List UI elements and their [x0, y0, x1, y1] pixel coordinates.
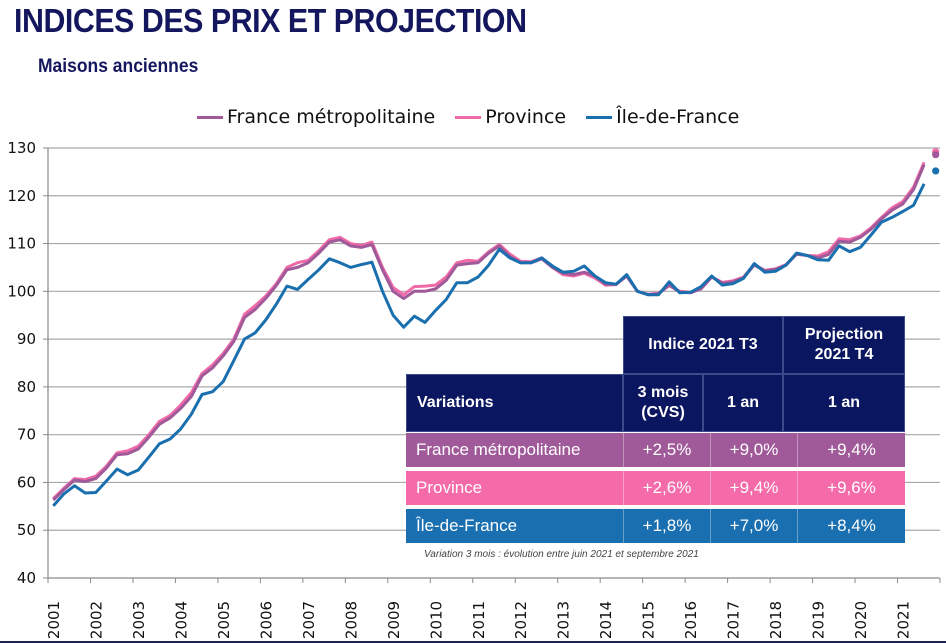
y-tick-label: 90 [17, 330, 36, 348]
x-tick-label: 2019 [810, 601, 828, 639]
y-tick-label: 50 [17, 521, 36, 539]
legend-swatch-province [455, 115, 482, 119]
cell-projection: +9,4% [797, 433, 905, 467]
row-label: Province [406, 471, 623, 505]
y-tick-label: 110 [7, 235, 36, 253]
projection-point [932, 167, 940, 175]
cell-3-mois: +2,5% [623, 433, 710, 467]
legend-swatch-france-metropolitaine [197, 115, 223, 119]
header-variations: Variations [406, 374, 623, 432]
y-tick-label: 60 [17, 473, 36, 491]
bottom-divider [0, 641, 946, 643]
series-lines [52, 161, 926, 507]
x-tick-label: 2020 [852, 601, 870, 639]
x-tick-label: 2011 [470, 601, 488, 639]
x-tick-label: 2021 [895, 601, 913, 639]
y-tick-label: 40 [17, 569, 36, 587]
legend-label: France métropolitaine [227, 106, 436, 128]
y-tick-label: 80 [17, 378, 36, 396]
x-tick-label: 2007 [300, 601, 318, 639]
header-3-mois: 3 mois (CVS) [623, 374, 703, 432]
x-tick-label: 2018 [767, 601, 785, 639]
header-projection-1-an: 1 an [783, 374, 905, 432]
x-tick-label: 2009 [385, 601, 403, 639]
projection-point [932, 151, 940, 159]
cell-1-an: +9,0% [710, 433, 797, 467]
y-axis: 40 50 60 70 80 90 100 110 120 130 [7, 139, 49, 587]
x-tick-label: 2014 [597, 601, 615, 639]
cell-1-an: +9,4% [710, 471, 797, 505]
legend-label: Île-de-France [616, 106, 740, 128]
header-projection-2021-t4: Projection 2021 T4 [783, 316, 905, 374]
row-label: France métropolitaine [406, 433, 623, 467]
x-tick-label: 2016 [682, 601, 700, 639]
legend-swatch-ile-de-france [586, 115, 613, 119]
legend-item-france-metropolitaine: France métropolitaine [197, 106, 435, 128]
cell-1-an: +7,0% [710, 509, 797, 543]
cell-projection: +9,6% [797, 471, 905, 505]
header-projection-line1: Projection [804, 326, 884, 343]
cell-3-mois: +1,8% [623, 509, 710, 543]
legend-item-ile-de-france: Île-de-France [586, 106, 739, 128]
x-tick-label: 2008 [342, 601, 360, 639]
x-tick-label: 2006 [257, 601, 275, 639]
y-tick-label: 100 [7, 282, 36, 300]
page-subtitle: Maisons anciennes [38, 56, 199, 77]
x-tick-label: 2012 [512, 601, 530, 639]
projection-points [932, 148, 940, 175]
x-tick-label: 2005 [215, 601, 233, 639]
header-3-mois-line1: 3 mois [637, 384, 689, 401]
page-title: INDICES DES PRIX ET PROJECTION [14, 2, 527, 39]
x-tick-label: 2004 [172, 601, 190, 639]
row-label: Île-de-France [406, 509, 623, 543]
header-1-an: 1 an [703, 374, 783, 432]
header-indice-2021-t3: Indice 2021 T3 [623, 316, 783, 374]
header-projection-line2: 2021 T4 [814, 346, 874, 363]
y-tick-label: 70 [17, 426, 36, 444]
x-tick-label: 2003 [130, 601, 148, 639]
cell-3-mois: +2,6% [623, 471, 710, 505]
cell-projection: +8,4% [797, 509, 905, 543]
legend-label: Province [485, 106, 567, 128]
x-tick-label: 2013 [555, 601, 573, 639]
chart-legend: France métropolitaine Province Île-de-Fr… [197, 106, 759, 128]
legend-item-province: Province [455, 106, 566, 128]
table-footnote: Variation 3 mois : évolution entre juin … [424, 549, 699, 560]
x-tick-label: 2001 [45, 601, 63, 639]
x-tick-label: 2015 [640, 601, 658, 639]
x-tick-label: 2002 [87, 601, 105, 639]
y-tick-label: 130 [7, 139, 36, 157]
x-axis: 2001 2002 2003 2004 2005 2006 2007 2008 2009 2010… [45, 577, 941, 639]
x-tick-label: 2010 [427, 601, 445, 639]
x-tick-label: 2017 [725, 601, 743, 639]
series-line--le-de-france [52, 183, 926, 507]
header-3-mois-line2: (CVS) [641, 404, 685, 421]
y-tick-label: 120 [7, 187, 36, 205]
